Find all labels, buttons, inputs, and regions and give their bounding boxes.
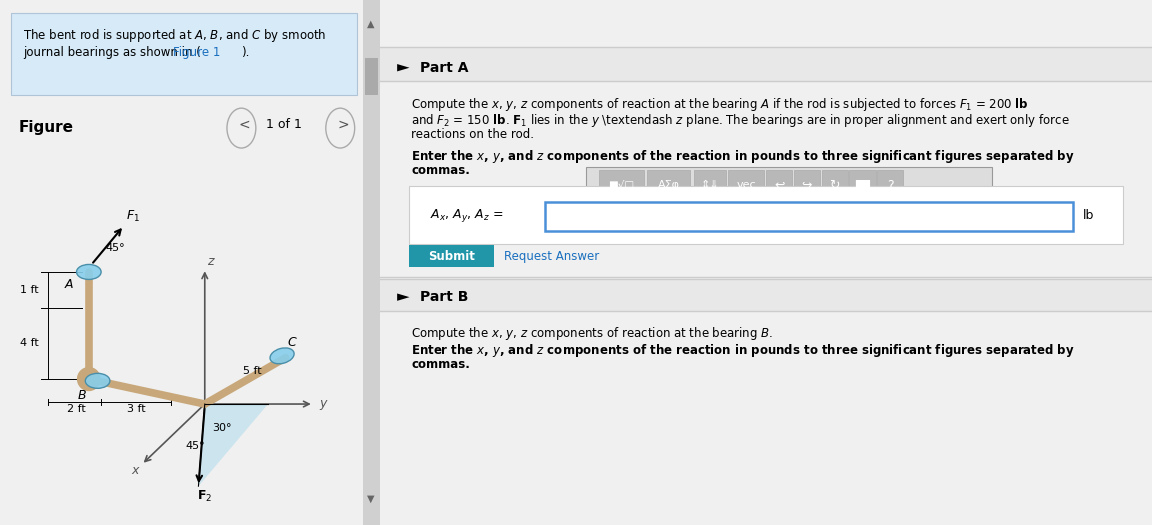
FancyBboxPatch shape [849, 170, 876, 201]
Text: 45°: 45° [106, 243, 126, 253]
Polygon shape [397, 64, 409, 71]
Text: AΣφ: AΣφ [658, 180, 680, 190]
Text: Part A: Part A [420, 61, 469, 75]
Text: Part B: Part B [420, 290, 469, 304]
Text: ▼: ▼ [366, 494, 374, 504]
Text: 3 ft: 3 ft [127, 404, 145, 414]
Text: Compute the $x$, $y$, $z$ components of reaction at the bearing $B$.: Compute the $x$, $y$, $z$ components of … [411, 326, 773, 342]
Text: and $F_2$ = 150 $\mathbf{lb}$. $\mathbf{F}_1$ lies in the $y$ \textendash $z$ pl: and $F_2$ = 150 $\mathbf{lb}$. $\mathbf{… [411, 112, 1070, 129]
Polygon shape [198, 404, 268, 486]
Text: The bent rod is supported at $A$, $B$, and $C$ by smooth: The bent rod is supported at $A$, $B$, a… [23, 27, 326, 44]
Text: Figure 1: Figure 1 [173, 46, 220, 59]
Text: reactions on the rod.: reactions on the rod. [411, 128, 535, 141]
FancyBboxPatch shape [599, 170, 644, 201]
FancyBboxPatch shape [877, 170, 903, 201]
Text: Figure: Figure [18, 120, 74, 135]
FancyBboxPatch shape [409, 186, 1123, 244]
Text: commas.: commas. [411, 358, 470, 371]
FancyBboxPatch shape [380, 279, 1152, 311]
FancyBboxPatch shape [545, 202, 1073, 231]
Text: $\mathbf{F}_2$: $\mathbf{F}_2$ [197, 489, 212, 504]
Text: 45°: 45° [185, 440, 205, 450]
Text: ■√□: ■√□ [608, 180, 635, 190]
Text: $A_x$, $A_y$, $A_z$ =: $A_x$, $A_y$, $A_z$ = [431, 207, 503, 224]
Text: Request Answer: Request Answer [503, 250, 599, 262]
Text: $F_1$: $F_1$ [126, 209, 139, 224]
Text: $z$: $z$ [206, 255, 215, 268]
Text: $C$: $C$ [287, 336, 298, 349]
Text: 1 of 1: 1 of 1 [266, 119, 302, 131]
Text: $y$: $y$ [319, 397, 328, 412]
FancyBboxPatch shape [766, 170, 793, 201]
Text: Submit: Submit [429, 250, 476, 262]
Text: vec: vec [736, 180, 756, 190]
Text: >: > [338, 118, 349, 132]
Text: lb: lb [1083, 209, 1094, 222]
FancyBboxPatch shape [794, 170, 820, 201]
FancyBboxPatch shape [363, 0, 380, 525]
Text: 30°: 30° [212, 423, 232, 433]
Text: 4 ft: 4 ft [21, 338, 39, 349]
Text: 1 ft: 1 ft [21, 285, 39, 295]
FancyBboxPatch shape [12, 13, 357, 94]
Text: ⇕⇓: ⇕⇓ [700, 180, 719, 190]
FancyBboxPatch shape [365, 58, 378, 94]
Text: Compute the $x$, $y$, $z$ components of reaction at the bearing $A$ if the rod i: Compute the $x$, $y$, $z$ components of … [411, 96, 1029, 112]
Text: <: < [238, 118, 250, 132]
Text: Enter the $x$, $y$, and $z$ components of the reaction in pounds to three signif: Enter the $x$, $y$, and $z$ components o… [411, 148, 1075, 165]
FancyBboxPatch shape [586, 167, 992, 202]
Text: $A$: $A$ [65, 278, 75, 291]
Text: commas.: commas. [411, 164, 470, 177]
Ellipse shape [76, 265, 101, 279]
Text: ↩: ↩ [774, 178, 785, 192]
Polygon shape [397, 293, 409, 301]
Text: $B$: $B$ [77, 388, 86, 402]
Text: 2 ft: 2 ft [67, 404, 86, 414]
Text: ).: ). [242, 46, 250, 59]
FancyBboxPatch shape [380, 47, 1152, 81]
FancyBboxPatch shape [694, 170, 726, 201]
FancyBboxPatch shape [409, 245, 494, 267]
FancyBboxPatch shape [728, 170, 764, 201]
FancyBboxPatch shape [821, 170, 848, 201]
Text: 5 ft: 5 ft [243, 366, 262, 376]
Circle shape [77, 368, 100, 391]
Text: ?: ? [887, 178, 894, 192]
Text: ↻: ↻ [829, 178, 840, 192]
Text: ↪: ↪ [802, 178, 812, 192]
Ellipse shape [85, 373, 109, 388]
Text: ██: ██ [855, 180, 870, 190]
Ellipse shape [270, 348, 294, 364]
Text: ▲: ▲ [366, 18, 374, 29]
Text: Enter the $x$, $y$, and $z$ components of the reaction in pounds to three signif: Enter the $x$, $y$, and $z$ components o… [411, 342, 1075, 359]
FancyBboxPatch shape [647, 170, 690, 201]
Text: $x$: $x$ [131, 464, 141, 477]
Text: journal bearings as shown in (: journal bearings as shown in ( [23, 46, 200, 59]
